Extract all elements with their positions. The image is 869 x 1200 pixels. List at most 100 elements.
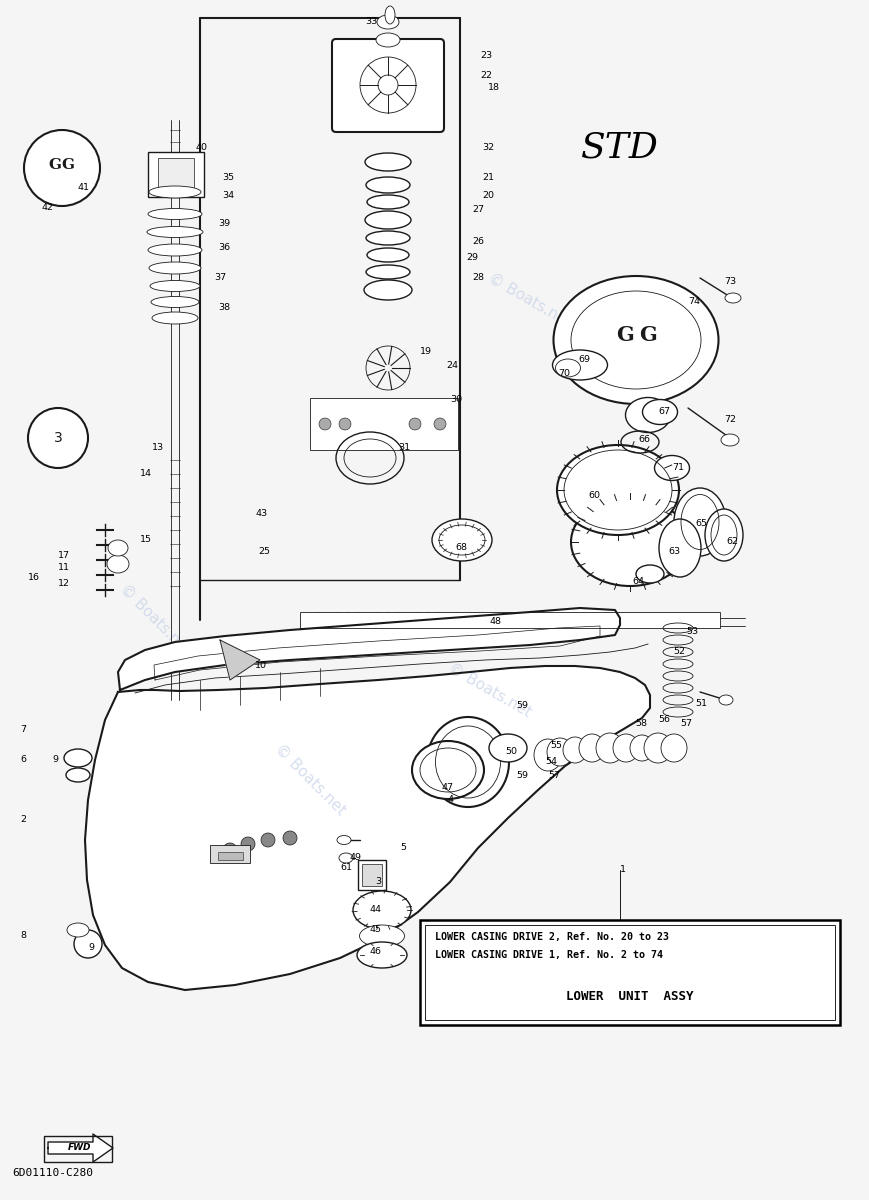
Text: 70: 70 <box>558 370 570 378</box>
Text: 3: 3 <box>54 431 63 445</box>
Ellipse shape <box>67 923 89 937</box>
Text: 48: 48 <box>490 618 502 626</box>
Bar <box>218 852 243 860</box>
Text: © Boats.net: © Boats.net <box>446 660 534 720</box>
Ellipse shape <box>353 890 411 929</box>
Bar <box>44 1136 112 1162</box>
Text: 21: 21 <box>482 174 494 182</box>
Text: 53: 53 <box>686 628 698 636</box>
Ellipse shape <box>147 227 203 238</box>
Ellipse shape <box>554 276 719 404</box>
Bar <box>310 398 458 450</box>
Bar <box>158 158 194 190</box>
Ellipse shape <box>563 737 587 763</box>
Text: 69: 69 <box>578 355 590 365</box>
Text: 58: 58 <box>635 720 647 728</box>
Text: 24: 24 <box>446 361 458 371</box>
Ellipse shape <box>644 733 672 763</box>
Ellipse shape <box>148 209 202 220</box>
Text: 74: 74 <box>688 298 700 306</box>
Ellipse shape <box>149 186 201 198</box>
Text: © Boats.net: © Boats.net <box>272 742 348 818</box>
Text: 72: 72 <box>724 415 736 425</box>
Text: 34: 34 <box>222 191 234 199</box>
Text: 60: 60 <box>588 492 600 500</box>
Ellipse shape <box>376 32 400 47</box>
Text: 16: 16 <box>28 574 40 582</box>
Ellipse shape <box>557 445 679 535</box>
Text: 15: 15 <box>140 535 152 545</box>
Bar <box>425 925 835 1020</box>
Text: 37: 37 <box>214 274 226 282</box>
Text: 59: 59 <box>516 770 528 780</box>
Text: 1: 1 <box>620 865 626 875</box>
Circle shape <box>261 833 275 847</box>
Text: 46: 46 <box>370 948 382 956</box>
Ellipse shape <box>365 152 411 170</box>
Text: 65: 65 <box>695 520 707 528</box>
Text: G: G <box>62 158 75 172</box>
Ellipse shape <box>150 281 200 292</box>
Ellipse shape <box>149 262 201 274</box>
FancyBboxPatch shape <box>332 38 444 132</box>
Ellipse shape <box>367 248 409 262</box>
Text: G: G <box>49 158 62 172</box>
Text: 47: 47 <box>442 784 454 792</box>
Circle shape <box>409 418 421 430</box>
Ellipse shape <box>555 359 580 377</box>
Ellipse shape <box>636 565 664 583</box>
Text: G: G <box>639 325 657 346</box>
Text: 33: 33 <box>365 18 377 26</box>
Circle shape <box>434 418 446 430</box>
Ellipse shape <box>571 498 689 586</box>
Ellipse shape <box>489 734 527 762</box>
Text: 32: 32 <box>482 144 494 152</box>
Ellipse shape <box>151 296 199 307</box>
Text: 59: 59 <box>516 701 528 709</box>
Ellipse shape <box>64 749 92 767</box>
Circle shape <box>241 838 255 851</box>
Bar <box>358 860 386 890</box>
Text: LOWER  UNIT  ASSY: LOWER UNIT ASSY <box>567 990 693 1002</box>
Ellipse shape <box>148 244 202 256</box>
Text: 18: 18 <box>488 84 500 92</box>
Ellipse shape <box>596 733 624 763</box>
Text: 27: 27 <box>472 205 484 215</box>
Ellipse shape <box>339 853 353 863</box>
Ellipse shape <box>721 434 739 446</box>
Ellipse shape <box>642 400 678 425</box>
Ellipse shape <box>661 734 687 762</box>
Bar <box>362 864 382 886</box>
Ellipse shape <box>553 350 607 380</box>
Text: 45: 45 <box>370 925 382 935</box>
Ellipse shape <box>367 194 409 209</box>
Text: © Boats.net: © Boats.net <box>486 270 574 330</box>
Text: 64: 64 <box>632 577 644 587</box>
Circle shape <box>319 418 331 430</box>
Polygon shape <box>220 640 260 680</box>
Text: 43: 43 <box>256 510 269 518</box>
Text: 71: 71 <box>672 463 684 473</box>
Text: 22: 22 <box>480 72 492 80</box>
Text: 61: 61 <box>340 864 352 872</box>
Ellipse shape <box>365 211 411 229</box>
Bar <box>420 920 840 1025</box>
Ellipse shape <box>337 835 351 845</box>
Text: 28: 28 <box>472 274 484 282</box>
Ellipse shape <box>547 738 573 766</box>
Text: 26: 26 <box>472 238 484 246</box>
Ellipse shape <box>719 695 733 704</box>
Text: 54: 54 <box>545 757 557 767</box>
Text: 23: 23 <box>480 52 492 60</box>
Ellipse shape <box>377 14 399 29</box>
Text: 55: 55 <box>550 740 562 750</box>
Ellipse shape <box>432 518 492 560</box>
Text: 3: 3 <box>375 877 381 887</box>
Text: LOWER CASING DRIVE 2, Ref. No. 20 to 23: LOWER CASING DRIVE 2, Ref. No. 20 to 23 <box>435 932 669 942</box>
Text: 2: 2 <box>20 816 26 824</box>
Text: 29: 29 <box>466 253 478 263</box>
Text: 5: 5 <box>400 844 406 852</box>
Text: © Boats.net: © Boats.net <box>116 582 193 659</box>
Text: 7: 7 <box>20 726 26 734</box>
Text: 38: 38 <box>218 304 230 312</box>
